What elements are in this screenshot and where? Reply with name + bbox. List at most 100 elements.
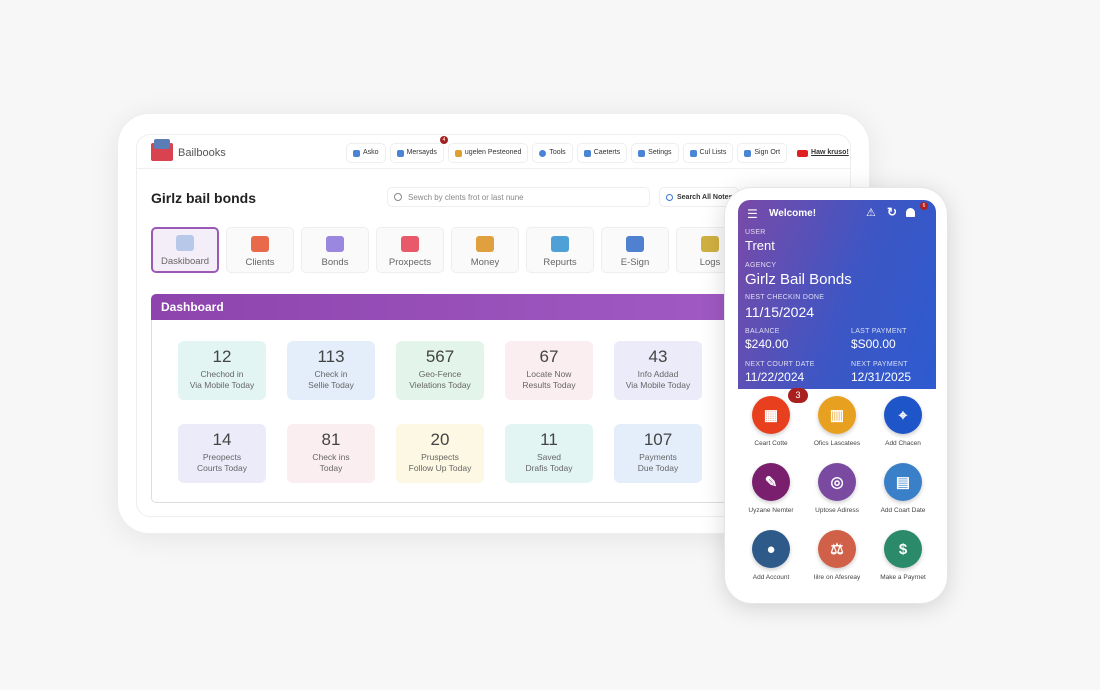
stat-card[interactable]: 113 Check in Sellie Today [287, 341, 375, 400]
nav-messages[interactable]: Mersayds 4 [389, 136, 448, 163]
last-payment-value: $S00.00 [851, 337, 896, 351]
nav-sign-out[interactable]: Sign Ort [737, 143, 788, 163]
action-uyzane-nemter[interactable]: ✎ Uyzane Nemter [738, 463, 804, 514]
action-icon: ✎ [752, 463, 790, 501]
action-icon: ▥ [818, 396, 856, 434]
stat-label: Payments Due Today [637, 452, 679, 473]
stat-label: Saved Drafis Today [525, 452, 573, 473]
stat-label: Check in Sellie Today [308, 369, 354, 390]
action-label: Uptose Adiress [815, 507, 859, 514]
module-icon [326, 236, 344, 252]
module-icon [251, 236, 269, 252]
top-nav: Asko Mersayds 4 ugelen Pesteoned Tools Ca… [346, 136, 850, 163]
stat-card[interactable]: 67 Locate Now Results Today [505, 341, 593, 400]
stat-value: 43 [648, 347, 668, 366]
nav-label: Cul Lists [699, 149, 727, 156]
nav-password[interactable]: ugelen Pesteoned [447, 143, 529, 163]
nav-asko[interactable]: Asko [346, 143, 386, 163]
action-add-account[interactable]: ● Add Account [738, 530, 804, 581]
stat-value: 20 [430, 430, 450, 449]
action-label: Add Account [752, 574, 790, 581]
tile-daskiboard[interactable]: Daskiboard [151, 227, 219, 273]
nav-label: Caeterts [593, 149, 621, 156]
next-checkin-value: 11/15/2024 [745, 304, 815, 320]
search-icon [666, 193, 673, 201]
nav-settings[interactable]: Setings [631, 143, 679, 163]
warning-icon[interactable]: ⚠ [866, 207, 876, 219]
module-tiles: Daskiboard Clients Bonds Proxpects Money Repu… [151, 227, 744, 273]
last-payment-label: LAST PAYMENT [851, 328, 907, 335]
stat-value: 113 [317, 347, 345, 366]
action-make-a-payrnet[interactable]: $ Make a Payrnet [870, 530, 936, 581]
action-ceart-cotte[interactable]: ▦ Ceart Cotte 3 [738, 388, 808, 447]
search-placeholder: Sewch by clents frot or last nune [408, 192, 524, 202]
action-ofics-lascatees[interactable]: ▥ Ofics Lascatees [804, 396, 870, 447]
stat-value: 567 [425, 347, 455, 366]
action-icon: ◎ [818, 463, 856, 501]
tile-clients[interactable]: Clients [226, 227, 294, 273]
bell-icon[interactable] [906, 208, 915, 217]
stat-label: Preopects Courts Today [197, 452, 247, 473]
tile-label: Daskiboard [160, 256, 210, 267]
tile-repurts[interactable]: Repurts [526, 227, 594, 273]
action-label: Make a Payrnet [880, 574, 926, 581]
next-court-value: 11/22/2024 [745, 370, 805, 384]
tile-label: Proxpects [388, 257, 432, 268]
action-uptose-adiress[interactable]: ◎ Uptose Adiress [804, 463, 870, 514]
tile-e-sign[interactable]: E-Sign [601, 227, 669, 273]
agency-value: Girlz Bail Bonds [745, 271, 852, 288]
tile-label: Clients [245, 257, 275, 268]
bailbooks-logo-icon [151, 139, 173, 161]
nav-contacts[interactable]: Caeterts [576, 143, 628, 163]
stat-card[interactable]: 14 Preopects Courts Today [178, 424, 266, 483]
action-label: Ceart Cotte [754, 440, 788, 447]
message-icon [396, 149, 404, 157]
action-icon: ▦ [752, 396, 790, 434]
user-icon [353, 149, 360, 157]
action-label: Add Coart Date [880, 507, 926, 514]
stat-label: Chechod in Via Mobile Today [189, 369, 255, 390]
menu-icon[interactable]: ☰ [747, 207, 758, 221]
action-label: Iilre on Afesreay [813, 574, 861, 581]
tile-money[interactable]: Money [451, 227, 519, 273]
action-icon: ⚖ [818, 530, 856, 568]
action-icon: ▤ [884, 463, 922, 501]
next-payment-value: 12/31/2025 [851, 370, 912, 384]
nav-tools[interactable]: Tools [532, 143, 573, 163]
password-icon [454, 149, 462, 157]
client-search-input[interactable]: Sewch by clents frot or last nune [387, 187, 650, 207]
stat-card[interactable]: 567 Geo-Fence Vielations Today [396, 341, 484, 400]
action-icon: ● [752, 530, 790, 568]
tile-label: Money [470, 257, 500, 268]
nav-label: Mersayds [406, 149, 437, 156]
action-iilre-on-afesreay[interactable]: ⚖ Iilre on Afesreay [804, 530, 870, 581]
tile-bonds[interactable]: Bonds [301, 227, 369, 273]
messages-badge: 4 [439, 136, 448, 144]
action-add-chacen[interactable]: ⌖ Add Chacen [870, 396, 936, 447]
stat-card[interactable]: 12 Chechod in Via Mobile Today [178, 341, 266, 400]
tile-proxpects[interactable]: Proxpects [376, 227, 444, 273]
module-icon [551, 236, 569, 252]
youtube-icon [797, 149, 809, 157]
stat-card[interactable]: 107 Payments Due Today [614, 424, 702, 483]
phone-frame: ☰ Welcome! ⚠ ↻ 6 USER Trent AGENCY Girlz… [724, 187, 948, 604]
stat-card[interactable]: 20 Pruspects Follow Up Today [396, 424, 484, 483]
stat-card[interactable]: 43 Info Addad Via Mobile Today [614, 341, 702, 400]
action-add-coart-date[interactable]: ▤ Add Coart Date [870, 463, 936, 514]
nav-how-to[interactable]: Haw kruso! [791, 143, 850, 163]
agency-label: AGENCY [745, 262, 777, 269]
welcome-text: Welcome! [769, 208, 817, 219]
stat-value: 67 [539, 347, 559, 366]
stat-label: Info Addad Via Mobile Today [625, 369, 691, 390]
next-court-label: NEXT COURT DATE [745, 361, 815, 368]
dashboard-panel: 12 Chechod in Via Mobile Today 113 Check in S… [151, 320, 751, 503]
nav-label: Haw kruso! [811, 149, 849, 156]
nav-label: Sign Ort [754, 149, 781, 156]
stat-card[interactable]: 81 Check ins Today [287, 424, 375, 483]
stat-card[interactable]: 11 Saved Drafis Today [505, 424, 593, 483]
module-icon [401, 236, 419, 252]
refresh-icon[interactable]: ↻ [887, 205, 898, 219]
nav-call-lists[interactable]: Cul Lists [682, 143, 734, 163]
stat-label: Check ins Today [312, 452, 350, 473]
stat-label: Pruspects Follow Up Today [408, 452, 472, 473]
